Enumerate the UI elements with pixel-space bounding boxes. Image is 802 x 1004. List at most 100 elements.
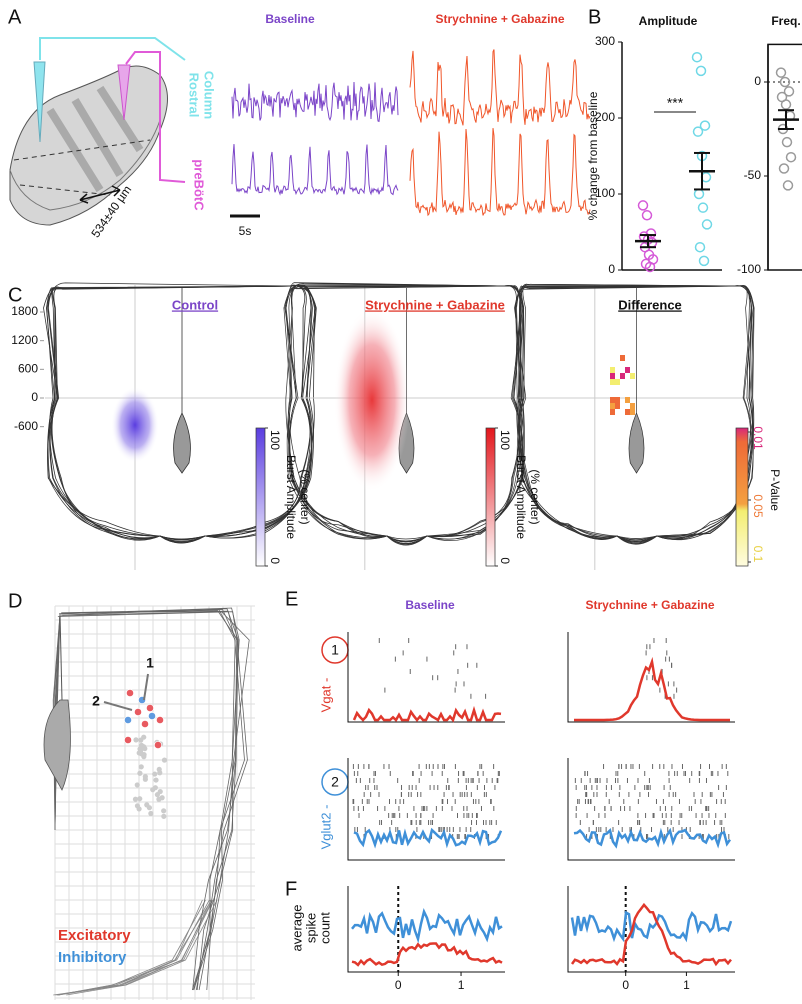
trace: [573, 827, 732, 849]
colorbar-tick-label: 0.05: [751, 494, 765, 518]
condition-title: Strychnine + Gabazine: [435, 12, 564, 26]
difference-pixel: [615, 403, 620, 409]
outline: [516, 285, 754, 541]
legend-entry: Inhibitory: [58, 949, 127, 966]
difference-pixel: [625, 397, 630, 403]
data-point: [701, 219, 713, 230]
cell-dot: [156, 766, 162, 773]
outline: [43, 285, 313, 544]
condition-title: Strychnine + Gabazine: [585, 598, 714, 612]
y-axis-label: average: [289, 905, 304, 952]
colorbar-tick-label: 0: [268, 557, 282, 564]
data-point: [780, 99, 792, 110]
condition-title: Baseline: [265, 12, 315, 26]
outline: [52, 613, 61, 831]
electrode-label: Rostral: [187, 73, 202, 118]
y-tick-label: -50: [744, 168, 762, 182]
data-point: [692, 126, 704, 137]
y-tick-label: 300: [595, 34, 615, 48]
y-axis-label: spike: [303, 913, 318, 943]
cell-number: 2: [331, 774, 339, 790]
difference-pixel: [615, 397, 620, 403]
data-point: [699, 120, 711, 131]
y-tick-label: 0: [754, 74, 761, 88]
cell-dot: [141, 720, 149, 728]
y-tick-label: 0: [608, 262, 615, 276]
axes: [347, 758, 505, 861]
outline: [66, 899, 218, 996]
trace: [570, 910, 733, 943]
outline: [517, 283, 754, 543]
cell-dot: [137, 796, 143, 802]
heatmap-title: Strychnine + Gabazine: [365, 297, 505, 312]
difference-pixel: [610, 367, 615, 373]
slice-schematic: [9, 37, 186, 226]
cell-number: 1: [331, 642, 339, 658]
cell-dot: [136, 806, 142, 812]
colorbar-label: Burst Amplitude: [284, 455, 298, 539]
axes: [567, 886, 735, 973]
outline: [46, 282, 311, 542]
significance: ***: [667, 95, 684, 111]
outline: [58, 899, 203, 996]
y-tick-label: -100: [737, 262, 761, 276]
panel-label: F: [285, 878, 297, 900]
y-tick-label: 1800: [11, 304, 38, 318]
outline: [283, 283, 523, 546]
colorbar-tick-label: 100: [268, 430, 282, 450]
cell-dot: [124, 736, 132, 744]
cell-dot: [126, 689, 134, 697]
outline: [288, 285, 524, 542]
panel-label: E: [285, 588, 298, 610]
outline: [62, 611, 250, 991]
difference-pixel: [610, 373, 615, 379]
difference-pixel: [625, 409, 630, 415]
cell-dot: [141, 734, 147, 740]
cell-dot: [124, 716, 132, 724]
colorbar-tick-label: 0: [498, 557, 512, 564]
midline: [59, 613, 63, 701]
outline: [47, 285, 317, 544]
heatmap-blob: [334, 308, 410, 492]
y-tick-label: 1200: [11, 333, 38, 347]
difference-pixel: [610, 409, 615, 415]
outline: [49, 285, 316, 543]
axes: [567, 758, 735, 861]
cell-dot: [142, 776, 148, 782]
cell-dot: [161, 813, 167, 819]
colorbar-tick-label: 0.1: [751, 546, 765, 563]
cell-dot: [133, 737, 139, 743]
cell-dot: [152, 785, 158, 791]
brain-outline: [43, 282, 317, 544]
cell-dot: [138, 742, 145, 748]
trace: [231, 144, 399, 196]
panel-label: D: [8, 590, 22, 612]
cell-dot: [159, 795, 165, 801]
heatmap-title: Control: [172, 297, 218, 312]
outline: [58, 899, 212, 996]
data-point: [698, 255, 710, 267]
trace: [570, 902, 732, 967]
x-tick-label: 0: [395, 978, 402, 992]
y-axis-label: % change from baseline: [586, 91, 600, 220]
cell-dot: [161, 808, 167, 814]
plot-frame: [767, 43, 802, 271]
outline: [60, 608, 239, 991]
y-tick-label: 200: [595, 110, 615, 124]
x-tick-label: 0: [622, 978, 629, 992]
spindle: [43, 699, 71, 791]
outline: [48, 285, 313, 540]
trace: [409, 49, 591, 126]
colorbar: [485, 427, 496, 567]
difference-pixel: [620, 373, 625, 379]
difference-pixel: [615, 379, 620, 385]
outline: [284, 285, 525, 543]
arrow: [103, 673, 149, 711]
cell-marker: 1: [146, 655, 154, 671]
electrode-label: Column: [202, 71, 217, 119]
data-point: [778, 163, 790, 174]
colorbar: [735, 427, 749, 567]
y-tick-label: -600: [14, 419, 38, 433]
brain-outline: [514, 283, 755, 545]
